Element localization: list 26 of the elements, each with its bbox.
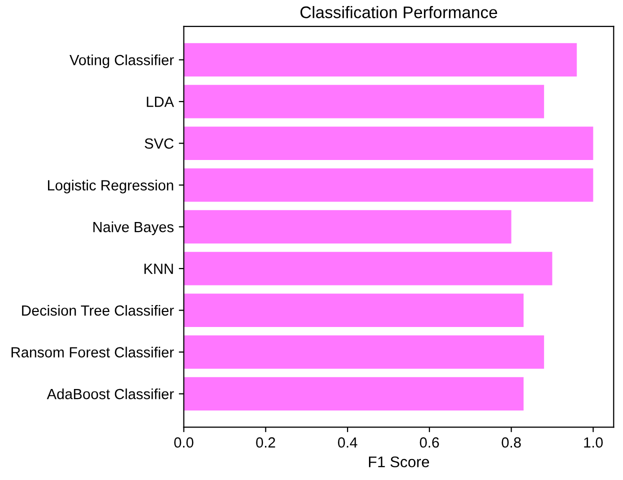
y-tick-label: KNN [144,264,173,274]
x-tick-label: 1.0 [584,437,603,448]
x-tick-label: 0.6 [420,437,439,448]
y-tick-label: Ransom Forest Classifier [12,346,174,358]
x-axis-title: F1 Score [368,456,430,468]
x-tick-label: 0.0 [174,437,194,448]
bar [184,126,594,160]
y-tick-label: Voting Classifier [70,54,174,68]
bar [184,168,594,202]
chart-title: Classification Performance [300,6,498,18]
y-tick-label: Decision Tree Classifier [22,305,174,316]
y-tick-label: Logistic Regression [48,180,174,194]
y-tick-label: Naive Bayes [93,222,174,236]
y-tick-label: SVC [144,138,174,149]
bar [184,84,544,118]
bar [184,210,512,244]
bar [184,252,552,286]
bar [184,335,544,369]
x-tick-label: 0.8 [502,437,521,448]
y-tick-label: AdaBoost Classifier [46,388,174,400]
bar [184,43,577,76]
y-tick-label: LDA [146,96,174,107]
bar [184,294,524,327]
x-tick-label: 0.4 [338,437,358,448]
x-tick-label: 0.2 [256,437,276,448]
bar [184,377,524,410]
